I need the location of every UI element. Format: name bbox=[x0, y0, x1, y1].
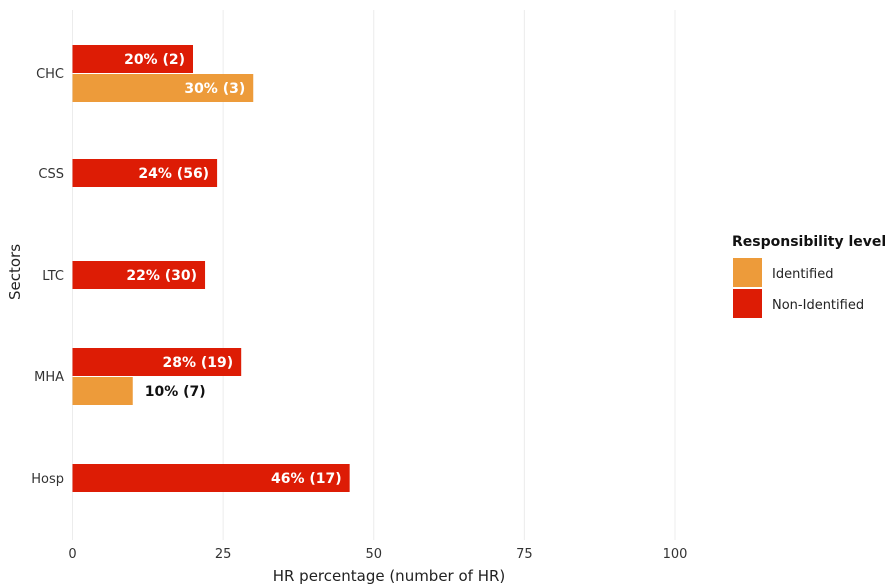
legend-title: Responsibility level bbox=[732, 234, 886, 250]
data-label: 20% (2) bbox=[124, 52, 185, 68]
bar bbox=[72, 159, 218, 187]
y-axis-title: Sectors bbox=[6, 244, 24, 300]
legend-label-identified: Identified bbox=[772, 267, 833, 282]
bar bbox=[72, 348, 242, 376]
legend-swatch-identified bbox=[733, 258, 762, 287]
x-tick-label: 25 bbox=[215, 547, 232, 562]
bar bbox=[72, 45, 193, 73]
bar bbox=[72, 261, 206, 289]
x-tick-label: 0 bbox=[68, 547, 76, 562]
bar-labels-layer: 20% (2) 30% (3) 24% (56) 22% (30) 28% (19) 10… bbox=[124, 52, 342, 487]
legend-label-non-identified: Non-Identified bbox=[772, 298, 864, 313]
data-label: 30% (3) bbox=[184, 81, 245, 97]
data-label: 46% (17) bbox=[271, 471, 342, 487]
x-tick-label: 75 bbox=[516, 547, 533, 562]
y-tick-label: CHC bbox=[36, 67, 64, 82]
y-tick-label: Hosp bbox=[31, 472, 64, 487]
bar bbox=[72, 377, 133, 405]
data-label: 28% (19) bbox=[163, 355, 234, 371]
data-label: 24% (56) bbox=[138, 166, 209, 182]
x-tick-label: 100 bbox=[663, 547, 688, 562]
bar bbox=[72, 74, 254, 102]
x-tick-label: 50 bbox=[365, 547, 382, 562]
x-tick-labels: 0 25 50 75 100 bbox=[68, 547, 687, 562]
bars-layer bbox=[72, 45, 350, 492]
data-label: 22% (30) bbox=[126, 268, 197, 284]
y-tick-label: MHA bbox=[34, 370, 64, 385]
legend-swatch-non-identified bbox=[733, 289, 762, 318]
y-tick-label: CSS bbox=[38, 167, 64, 182]
y-tick-labels: CHC CSS LTC MHA Hosp bbox=[31, 67, 64, 487]
y-tick-label: LTC bbox=[42, 269, 64, 284]
x-axis-title: HR percentage (number of HR) bbox=[273, 567, 506, 584]
bar bbox=[72, 464, 350, 492]
legend: Responsibility level Identified Non-Iden… bbox=[732, 234, 886, 318]
data-label: 10% (7) bbox=[145, 384, 206, 400]
